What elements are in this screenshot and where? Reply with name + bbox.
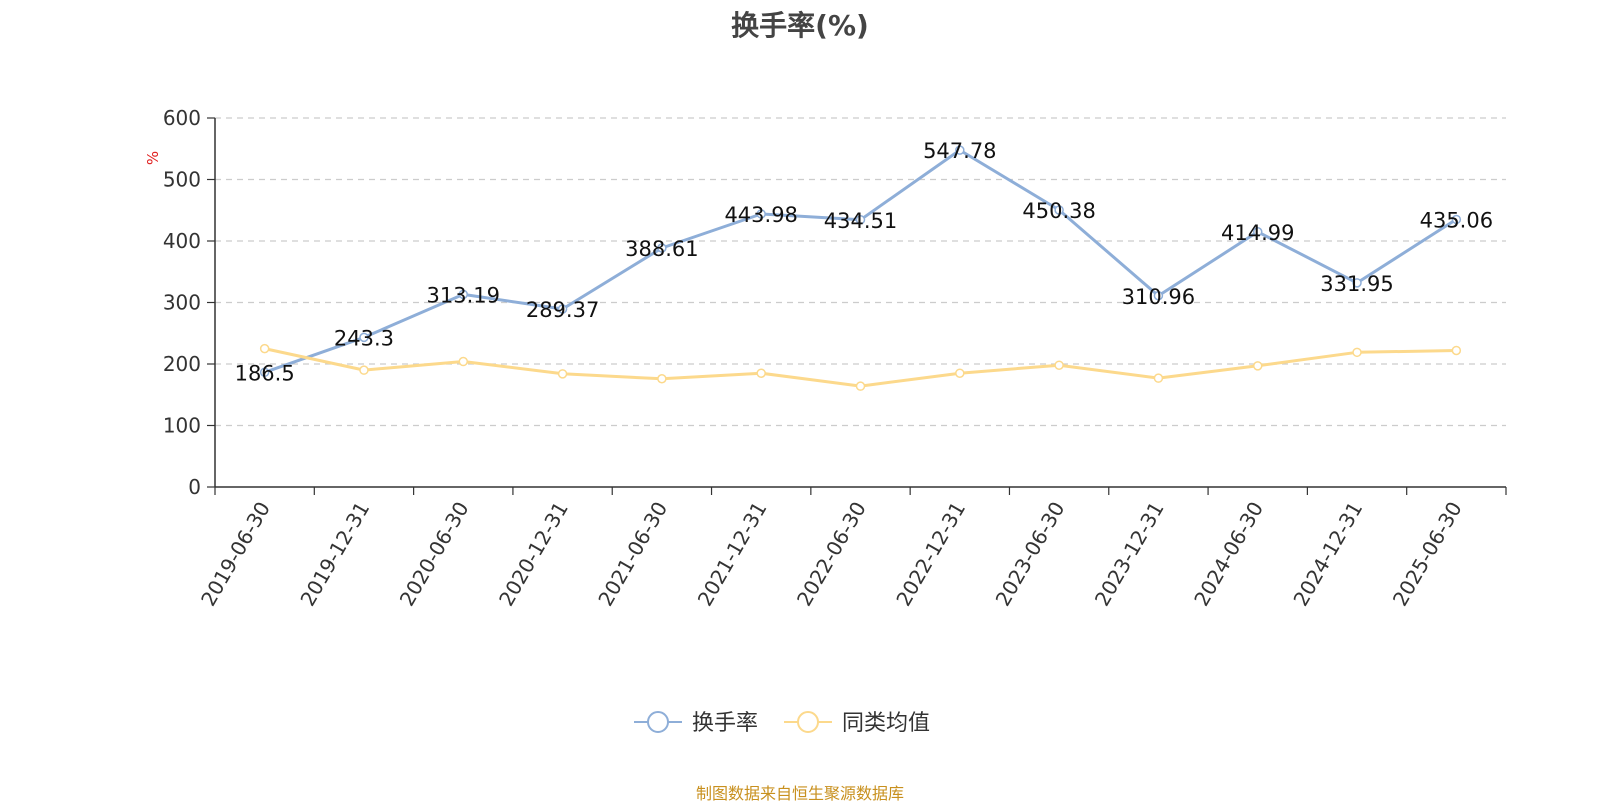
source-note: 制图数据来自恒生聚源数据库: [695, 784, 904, 803]
data-label: 313.19: [427, 283, 500, 307]
x-tick-label: 2023-06-30: [991, 498, 1070, 611]
series-lines: [259, 145, 1462, 391]
data-point: [1352, 347, 1362, 358]
data-label: 186.5: [235, 361, 295, 385]
legend-label: 换手率: [692, 711, 758, 736]
y-tick-label: 500: [163, 168, 201, 192]
data-point: [1153, 291, 1164, 301]
data-point: [458, 289, 469, 300]
y-tick-label: 400: [163, 229, 201, 253]
data-point: [1451, 214, 1462, 225]
x-tick-label: 2020-12-31: [494, 498, 573, 611]
grid-lines: [215, 117, 1506, 427]
data-label: 388.61: [625, 237, 698, 261]
data-label: 450.38: [1022, 199, 1095, 223]
data-label: 434.51: [824, 209, 897, 233]
x-tick-label: 2022-06-30: [792, 498, 871, 611]
data-point: [855, 215, 866, 225]
data-label: 443.98: [724, 203, 797, 227]
x-tick-label: 2022-12-31: [891, 498, 970, 611]
data-label: 243.3: [334, 326, 394, 350]
x-tick-label: 2023-12-31: [1090, 498, 1169, 611]
legend-item: 同类均值: [784, 711, 930, 736]
legend-marker: [797, 711, 819, 733]
data-point: [1054, 205, 1064, 215]
data-labels: 186.5 243.3 313.19 289.37 388.61 443.98 434.51…: [235, 139, 1493, 385]
x-tick-label: 2020-06-30: [395, 498, 474, 611]
data-point: [1252, 361, 1263, 371]
data-label: 547.78: [923, 139, 996, 163]
y-tick-label: 0: [188, 475, 201, 499]
y-axis-label: %: [144, 151, 162, 165]
y-tick-label: 200: [163, 352, 201, 376]
data-point: [1054, 360, 1064, 370]
data-point: [458, 356, 469, 367]
x-tick-label: 2021-12-31: [693, 498, 772, 611]
data-label: 310.96: [1122, 285, 1195, 309]
axes: 0 100 200 300 400 500 600% 2019-06-30 2019-12-31…: [144, 106, 1507, 611]
data-point: [259, 367, 270, 378]
data-point: [1352, 278, 1362, 288]
data-label: 331.95: [1320, 272, 1393, 296]
data-point: [756, 209, 766, 219]
y-tick-label: 600: [163, 106, 201, 130]
data-point: [756, 368, 766, 378]
legend-item: 换手率: [634, 711, 758, 736]
data-point: [359, 332, 369, 343]
data-point: [1153, 373, 1164, 383]
data-point: [657, 374, 667, 384]
data-point: [1252, 227, 1263, 237]
data-point: [955, 145, 965, 155]
data-label: 289.37: [526, 298, 599, 322]
data-point: [359, 365, 369, 375]
legend-marker: [647, 711, 669, 733]
data-label: 435.06: [1420, 208, 1493, 232]
data-point: [557, 304, 568, 314]
x-tick-label: 2024-12-31: [1288, 498, 1367, 611]
data-label: 414.99: [1221, 221, 1294, 245]
data-point: [955, 368, 965, 378]
series-line: [264, 148, 1458, 374]
x-tick-label: 2019-06-30: [196, 498, 275, 611]
y-tick-label: 300: [163, 291, 201, 315]
x-tick-label: 2019-12-31: [295, 498, 374, 611]
chart-title: 换手率(%): [731, 9, 869, 42]
x-tick-label: 2025-06-30: [1388, 498, 1467, 611]
legend-label: 同类均值: [842, 711, 930, 736]
data-point: [557, 369, 568, 379]
data-point: [259, 343, 270, 354]
x-tick-label: 2024-06-30: [1189, 498, 1268, 611]
data-point: [657, 243, 667, 253]
data-point: [855, 381, 866, 391]
legend: 换手率 同类均值: [634, 711, 930, 736]
y-tick-label: 100: [163, 414, 201, 438]
series-line: [264, 347, 1457, 388]
x-tick-label: 2021-06-30: [593, 498, 672, 611]
data-point: [1451, 345, 1462, 356]
